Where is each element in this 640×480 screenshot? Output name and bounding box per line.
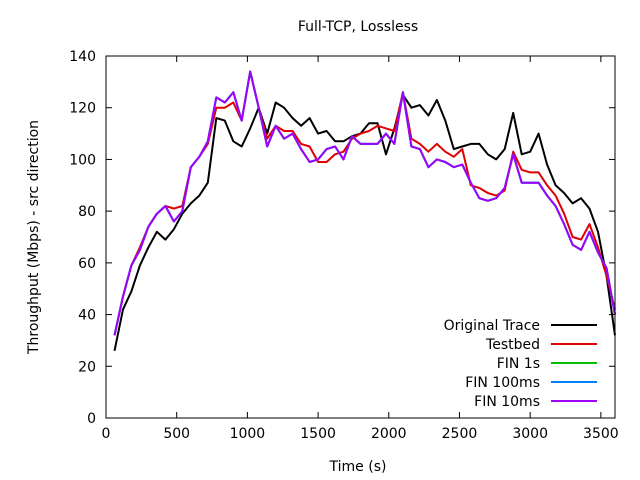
- y-tick-label: 120: [69, 101, 96, 117]
- legend: Original Trace Testbed FIN 1s FIN 100ms FIN …: [444, 318, 597, 410]
- y-tick-label: 140: [69, 49, 96, 65]
- y-axis: 0 20 40 60 80 100 120 140: [69, 49, 615, 427]
- legend-label-fin-10ms: FIN 10ms: [474, 394, 540, 410]
- series-line-fin-10ms: [113, 70, 616, 336]
- y-tick-label: 100: [69, 152, 96, 168]
- legend-label-fin-100ms: FIN 100ms: [465, 375, 540, 391]
- legend-label-testbed: Testbed: [485, 337, 540, 353]
- x-tick-label: 3500: [583, 426, 619, 442]
- y-tick-label: 60: [78, 256, 96, 272]
- x-axis-label: Time (s): [329, 459, 387, 475]
- chart-title: Full-TCP, Lossless: [298, 19, 418, 35]
- legend-label-fin-1s: FIN 1s: [497, 356, 540, 372]
- y-axis-label: Throughput (Mbps) - src direction: [26, 120, 42, 355]
- y-tick-label: 0: [87, 411, 96, 427]
- x-tick-label: 2500: [442, 426, 478, 442]
- y-tick-label: 20: [78, 359, 96, 375]
- x-tick-label: 500: [163, 426, 190, 442]
- legend-label-original-trace: Original Trace: [444, 318, 540, 334]
- x-axis: 0 500 1000 1500 2000 2500 3000 3500: [102, 56, 619, 442]
- x-tick-label: 1000: [230, 426, 266, 442]
- series-line-original-trace: [113, 93, 616, 352]
- series-layer: [113, 70, 616, 352]
- x-tick-label: 1500: [300, 426, 336, 442]
- plot-frame: [105, 55, 616, 419]
- x-tick-label: 2000: [371, 426, 407, 442]
- y-tick-label: 80: [78, 204, 96, 220]
- y-tick-label: 40: [78, 308, 96, 324]
- x-tick-label: 3000: [512, 426, 548, 442]
- x-tick-label: 0: [102, 426, 111, 442]
